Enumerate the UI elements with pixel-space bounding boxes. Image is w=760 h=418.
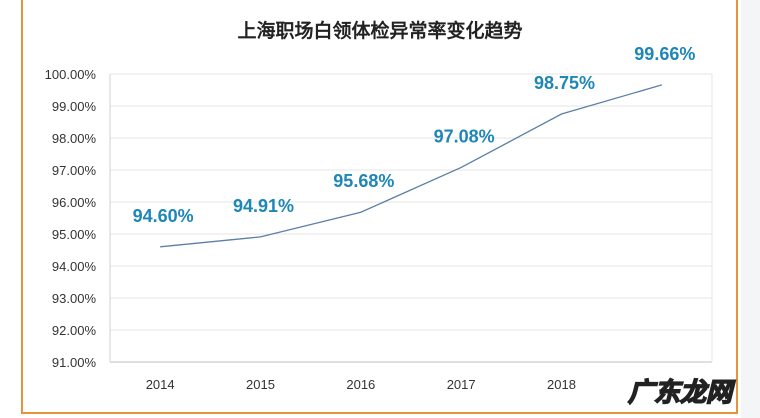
data-label: 98.75% bbox=[534, 73, 595, 93]
y-tick-label: 100.00% bbox=[45, 67, 97, 82]
y-tick-label: 97.00% bbox=[52, 163, 97, 178]
data-label: 94.91% bbox=[233, 196, 294, 216]
data-label: 95.68% bbox=[333, 171, 394, 191]
y-tick-label: 96.00% bbox=[52, 195, 97, 210]
data-label: 97.08% bbox=[434, 126, 495, 146]
chart-frame bbox=[21, 0, 738, 414]
y-tick-label: 99.00% bbox=[52, 99, 97, 114]
data-label: 99.66% bbox=[634, 44, 695, 64]
y-tick-label: 92.00% bbox=[52, 323, 97, 338]
y-tick-label: 91.00% bbox=[52, 355, 97, 370]
x-tick-label: 2017 bbox=[447, 377, 476, 392]
x-tick-label: 2015 bbox=[246, 377, 275, 392]
x-tick-label: 2016 bbox=[346, 377, 375, 392]
chart-title: 上海职场白领体检异常率变化趋势 bbox=[237, 20, 523, 42]
background-strip bbox=[741, 0, 760, 418]
x-tick-label: 2014 bbox=[146, 377, 175, 392]
data-label: 94.60% bbox=[133, 206, 194, 226]
y-tick-label: 98.00% bbox=[52, 131, 97, 146]
x-tick-label: 2018 bbox=[547, 377, 576, 392]
series-line bbox=[160, 84, 663, 248]
y-tick-label: 93.00% bbox=[52, 291, 97, 306]
y-tick-label: 94.00% bbox=[52, 259, 97, 274]
y-tick-label: 95.00% bbox=[52, 227, 97, 242]
watermark-logo: 广东龙网 bbox=[627, 377, 733, 409]
